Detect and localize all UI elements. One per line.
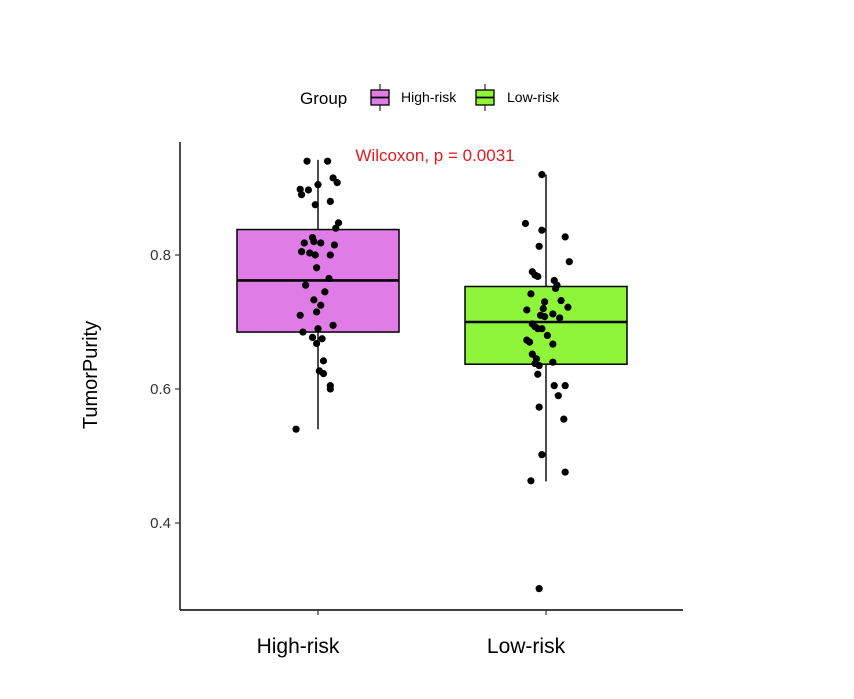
point-high-risk-31: [299, 328, 307, 336]
point-high-risk-26: [317, 301, 325, 309]
point-high-risk-17: [297, 248, 306, 256]
point-high-risk-19: [311, 251, 319, 259]
point-high-risk-16: [330, 241, 339, 249]
point-high-risk-18: [306, 249, 314, 257]
point-high-risk-10: [334, 219, 343, 227]
point-low-risk-18: [549, 310, 557, 318]
point-low-risk-28: [525, 338, 534, 346]
point-high-risk-32: [308, 333, 317, 342]
point-low-risk-42: [561, 468, 569, 476]
point-high-risk-22: [325, 274, 333, 283]
point-low-risk-25: [538, 325, 546, 333]
point-high-risk-33: [318, 335, 326, 343]
y-tick-label: 0.8: [150, 247, 171, 264]
point-high-risk-8: [326, 197, 334, 205]
point-low-risk-16: [539, 305, 547, 313]
box-low-risk: [464, 285, 628, 365]
point-high-risk-1: [323, 157, 332, 165]
point-high-risk-20: [326, 251, 334, 259]
wilcoxon-annotation: Wilcoxon, p = 0.0031: [355, 146, 514, 165]
point-low-risk-35: [534, 370, 542, 378]
point-high-risk-35: [319, 357, 328, 365]
point-high-risk-29: [329, 321, 337, 329]
point-high-risk-0: [303, 157, 311, 165]
legend-key-high-risk: [370, 84, 390, 111]
point-high-risk-30: [314, 325, 322, 333]
point-low-risk-38: [554, 392, 562, 400]
point-low-risk-0: [538, 171, 546, 179]
point-high-risk-2: [329, 174, 337, 182]
legend-title: Group: [300, 89, 347, 108]
point-high-risk-24: [321, 288, 329, 296]
point-low-risk-29: [549, 340, 557, 348]
point-high-risk-34: [313, 339, 321, 348]
point-low-risk-13: [557, 296, 565, 305]
y-axis-title: TumorPurity: [80, 321, 102, 429]
legend-label-high-risk: High-risk: [401, 89, 457, 105]
point-low-risk-43: [527, 477, 535, 485]
point-low-risk-5: [565, 258, 573, 266]
point-high-risk-21: [313, 264, 321, 272]
axes-layer: 0.4 0.6 0.8 High-risk Low-risk: [150, 142, 683, 658]
point-low-risk-37: [561, 382, 569, 390]
point-low-risk-8: [534, 272, 542, 281]
point-high-risk-25: [310, 296, 318, 304]
point-high-risk-40: [292, 425, 300, 433]
point-low-risk-34: [549, 358, 557, 366]
point-high-risk-23: [302, 281, 310, 289]
point-high-risk-28: [296, 311, 304, 319]
x-tick-label: Low-risk: [487, 635, 566, 658]
legend-label-low-risk: Low-risk: [507, 89, 560, 105]
point-high-risk-39: [326, 385, 334, 393]
point-low-risk-44: [535, 585, 543, 593]
y-tick-label: 0.6: [150, 381, 171, 398]
point-high-risk-14: [300, 239, 308, 247]
point-low-risk-36: [550, 382, 558, 390]
point-low-risk-39: [535, 403, 543, 411]
point-low-risk-17: [523, 306, 531, 314]
legend-key-low-risk: [475, 84, 495, 111]
legend: Group High-risk Low-risk: [300, 84, 560, 111]
x-tick-label: High-risk: [257, 635, 340, 658]
point-low-risk-40: [560, 415, 568, 423]
point-high-risk-9: [311, 201, 319, 209]
boxes-layer: [236, 159, 628, 482]
y-tick-label: 0.4: [150, 515, 171, 532]
point-high-risk-13: [310, 238, 318, 246]
point-low-risk-14: [541, 298, 549, 306]
points-layer: [292, 157, 573, 593]
point-low-risk-11: [551, 284, 560, 293]
point-low-risk-20: [541, 313, 549, 321]
point-low-risk-12: [527, 290, 535, 298]
point-low-risk-41: [538, 451, 546, 459]
point-high-risk-37: [319, 369, 328, 378]
point-high-risk-3: [333, 179, 341, 187]
point-low-risk-30: [528, 350, 536, 358]
point-high-risk-15: [317, 239, 325, 247]
point-low-risk-1: [521, 219, 530, 228]
point-low-risk-15: [564, 303, 572, 311]
point-high-risk-7: [297, 191, 306, 199]
point-low-risk-4: [535, 242, 543, 250]
point-low-risk-2: [538, 226, 546, 234]
point-high-risk-27: [313, 308, 321, 316]
point-high-risk-4: [314, 181, 322, 189]
point-low-risk-3: [561, 233, 569, 241]
point-low-risk-21: [556, 314, 564, 322]
point-low-risk-26: [543, 331, 551, 339]
point-high-risk-6: [304, 186, 313, 194]
point-high-risk-11: [332, 224, 340, 232]
point-low-risk-33: [535, 361, 543, 370]
